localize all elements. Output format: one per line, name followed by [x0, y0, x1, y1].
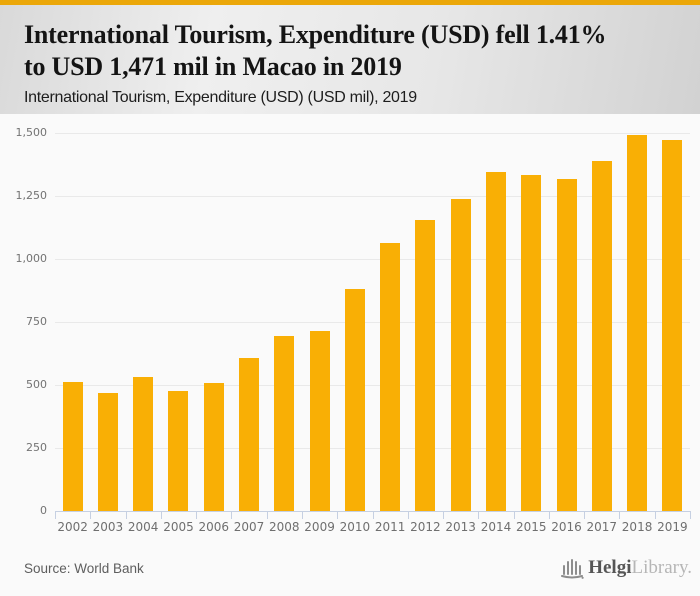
x-axis-label-2006: 2006: [198, 520, 230, 534]
x-axis-label-2019: 2019: [657, 520, 688, 534]
y-axis-label-1000: 1,000: [15, 252, 48, 265]
logo-text-bold: Helgi: [588, 557, 632, 578]
helgi-library-logo-icon: [561, 559, 584, 579]
x-axis-label-2008: 2008: [269, 520, 300, 534]
x-axis-label-2011: 2011: [374, 520, 406, 534]
x-axis-tick: [301, 511, 303, 519]
x-axis-tick: [266, 511, 268, 519]
bar-2002: [62, 382, 83, 511]
x-axis-tick: [160, 511, 162, 519]
x-axis-label-2005: 2005: [163, 520, 194, 534]
gridline-500: [55, 385, 690, 386]
bar-2006: [203, 383, 224, 511]
header: International Tourism, Expenditure (USD)…: [0, 5, 700, 114]
bar-2018: [627, 135, 648, 511]
bar-2019: [662, 140, 683, 511]
x-axis-tick: [548, 511, 550, 519]
helgi-library-logo: HelgiLibrary.: [560, 556, 692, 580]
bar-2012: [415, 219, 436, 511]
x-axis-label-2014: 2014: [480, 520, 512, 534]
bar-2017: [591, 161, 612, 511]
page-title-line2: to USD 1,471 mil in Macao in 2019: [24, 52, 402, 81]
chart-subtitle: International Tourism, Expenditure (USD)…: [24, 89, 417, 106]
x-axis-label-2013: 2013: [445, 520, 476, 534]
x-axis-label-2010: 2010: [339, 520, 371, 534]
bar-2016: [556, 178, 577, 511]
y-axis-label-1250: 1,250: [15, 189, 48, 202]
x-axis-tick: [125, 511, 127, 519]
gridline-250: [55, 448, 690, 449]
bar-2010: [344, 288, 365, 511]
x-axis-label-2015: 2015: [515, 520, 547, 534]
x-axis-tick: [231, 511, 233, 519]
y-axis-label-0: 0: [40, 504, 47, 517]
x-axis-tick: [619, 511, 621, 519]
y-axis-label-500: 500: [26, 378, 47, 391]
bar-2015: [521, 174, 542, 511]
x-axis-tick: [443, 511, 445, 519]
bar-2004: [133, 377, 154, 511]
y-axis-label-250: 250: [26, 441, 47, 454]
x-axis-label-2003: 2003: [92, 520, 124, 534]
y-axis-label-750: 750: [26, 315, 47, 328]
x-axis-tick: [478, 511, 480, 519]
logo-text-light: Library.: [631, 557, 693, 578]
accent-top-bar: [0, 0, 700, 5]
bar-2005: [168, 391, 189, 511]
y-axis-label-1500: 1,500: [15, 126, 48, 139]
x-axis-label-2002: 2002: [57, 520, 88, 534]
gridline-1500: [55, 133, 690, 134]
x-axis-label-2009: 2009: [304, 520, 335, 534]
x-axis-tick: [90, 511, 92, 519]
page-title: International Tourism, Expenditure (USD)…: [24, 19, 684, 83]
source-label: Source: World Bank: [24, 561, 144, 576]
x-axis-label-2004: 2004: [127, 520, 159, 534]
x-axis-tick: [372, 511, 374, 519]
x-axis-label-2007: 2007: [233, 520, 265, 534]
bar-2008: [274, 336, 295, 511]
gridline-750: [55, 322, 690, 323]
page-title-line1: International Tourism, Expenditure (USD)…: [24, 20, 607, 49]
bar-2003: [97, 392, 118, 511]
bar-2009: [309, 331, 330, 511]
x-axis-tick: [55, 511, 56, 519]
gridline-1000: [55, 259, 690, 260]
x-axis-tick: [690, 511, 691, 519]
x-axis-label-2012: 2012: [410, 520, 441, 534]
bar-2014: [485, 172, 506, 511]
gridline-1250: [55, 196, 690, 197]
x-axis-tick: [654, 511, 656, 519]
bar-2011: [380, 243, 401, 511]
x-axis-tick: [513, 511, 515, 519]
bar-2007: [239, 358, 260, 511]
bar-2013: [450, 199, 471, 511]
x-axis-tick: [196, 511, 198, 519]
x-axis-tick: [337, 511, 339, 519]
x-axis-label-2016: 2016: [551, 520, 582, 534]
x-axis-tick: [407, 511, 409, 519]
x-axis-label-2018: 2018: [621, 520, 653, 534]
x-axis-label-2017: 2017: [586, 520, 618, 534]
x-axis-tick: [584, 511, 586, 519]
